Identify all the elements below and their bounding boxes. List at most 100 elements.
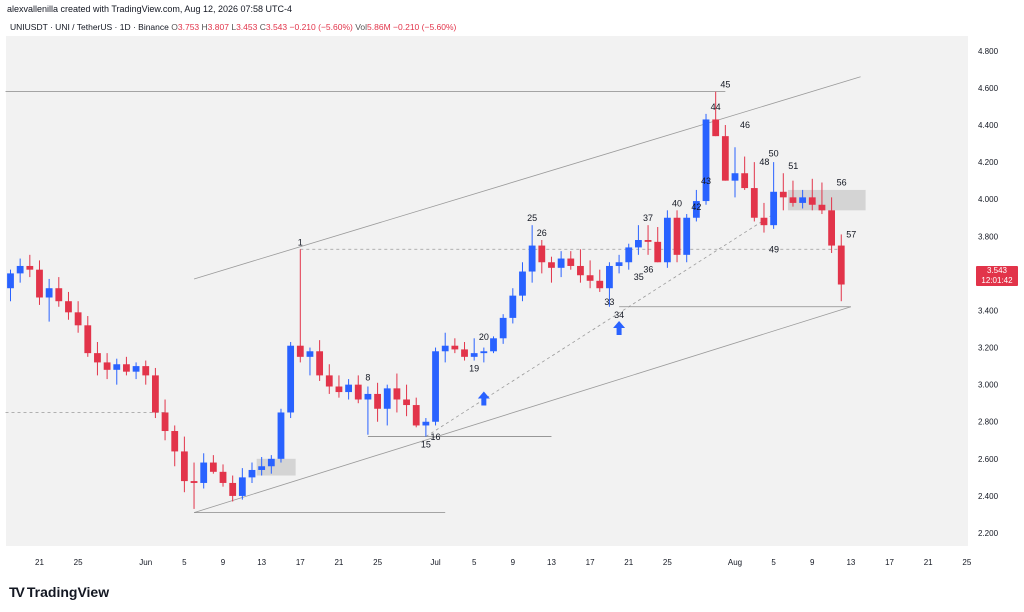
y-tick-label: 3.400 <box>978 306 999 315</box>
tradingview-brand[interactable]: TV TradingView <box>9 584 109 600</box>
candle-body <box>45 288 53 298</box>
candle-body <box>258 466 266 470</box>
candle-body <box>789 197 797 203</box>
candle-body <box>770 191 778 226</box>
candle-body <box>152 375 159 413</box>
open-label: O <box>171 22 178 32</box>
wave-label: 46 <box>740 120 750 130</box>
candle-body <box>538 245 546 263</box>
candle-body <box>750 188 758 218</box>
close-label: C <box>259 22 266 32</box>
candle-body <box>586 275 594 281</box>
plot-area <box>6 36 968 546</box>
candle-body <box>325 375 333 387</box>
wave-label: 44 <box>711 102 721 112</box>
candle-body <box>625 247 633 263</box>
candle-body <box>760 217 768 226</box>
y-tick-label: 2.200 <box>978 529 999 538</box>
volume-value: 5.86M <box>367 22 391 32</box>
high-label: H <box>201 22 208 32</box>
candle-body <box>779 191 787 198</box>
tradingview-logo-icon: TV <box>9 584 25 600</box>
candle-body <box>209 462 217 472</box>
x-tick-label: 5 <box>771 558 776 567</box>
symbol-name[interactable]: UNIUSDT · UNI / TetherUS · 1D · Binance <box>10 22 169 32</box>
wave-label: 45 <box>720 80 730 90</box>
wave-label: 16 <box>431 432 441 442</box>
wave-label: 19 <box>469 364 479 374</box>
x-tick-label: 17 <box>296 558 305 567</box>
x-tick-label: 9 <box>511 558 516 567</box>
candle-body <box>238 477 246 496</box>
wave-label: 50 <box>769 148 779 158</box>
y-tick-label: 3.200 <box>978 344 999 353</box>
wave-label: 43 <box>701 176 711 186</box>
candle-body <box>229 482 237 496</box>
candle-body <box>335 386 343 393</box>
candle-body <box>123 364 130 372</box>
symbol-info: UNIUSDT · UNI / TetherUS · 1D · Binance … <box>10 22 456 32</box>
candle-body <box>374 393 381 409</box>
candle-body <box>837 245 845 285</box>
wave-label: 25 <box>527 213 537 223</box>
candle-body <box>383 388 391 409</box>
wave-label: 20 <box>479 332 489 342</box>
x-tick-label: 21 <box>334 558 343 567</box>
wave-label: 35 <box>634 272 644 282</box>
candle-body <box>113 364 121 370</box>
candle-body <box>84 325 92 354</box>
channel-line <box>193 76 861 280</box>
last-price-value: 3.543 <box>986 266 1008 275</box>
wave-label: 26 <box>537 228 547 238</box>
wave-label: 15 <box>421 440 431 450</box>
x-tick-label: 21 <box>35 558 44 567</box>
volume-change: −0.210 (−5.60%) <box>393 22 457 32</box>
wave-label: 51 <box>788 161 798 171</box>
y-tick-label: 2.800 <box>978 418 999 427</box>
y-tick-label: 2.600 <box>978 455 999 464</box>
wave-label: 36 <box>643 265 653 275</box>
candle-body <box>548 262 555 268</box>
candle-body <box>499 317 507 339</box>
candle-body <box>490 338 497 352</box>
candle-body <box>692 201 700 218</box>
x-tick-label: Jul <box>430 558 440 567</box>
wave-label: 56 <box>837 178 847 188</box>
up-arrow-icon <box>477 391 490 406</box>
candle-body <box>190 481 198 483</box>
candle-body <box>721 136 729 181</box>
candle-body <box>635 240 642 248</box>
candle-body <box>403 399 410 406</box>
candle-body <box>480 351 488 354</box>
change-value: −0.210 (−5.60%) <box>289 22 353 32</box>
x-tick-label: 25 <box>74 558 83 567</box>
candle-body <box>26 265 34 270</box>
candle-body <box>171 431 179 452</box>
candle-body <box>36 269 43 298</box>
x-tick-label: 25 <box>373 558 382 567</box>
brand-name: TradingView <box>26 584 110 600</box>
candle-body <box>731 173 739 181</box>
open-value: 3.753 <box>177 22 200 32</box>
high-value: 3.807 <box>207 22 229 32</box>
candle-body <box>808 197 816 205</box>
candle-body <box>287 345 295 413</box>
candle-body <box>65 301 72 313</box>
volume-label: Vol <box>355 22 368 32</box>
candle-body <box>219 471 227 483</box>
close-value: 3.543 <box>265 22 288 32</box>
candle-body <box>142 366 150 376</box>
candle-body <box>7 273 14 289</box>
wave-label: 40 <box>672 198 682 208</box>
x-tick-label: 17 <box>586 558 595 567</box>
x-tick-label: 21 <box>624 558 633 567</box>
candle-body <box>519 271 526 296</box>
channel-line <box>193 306 852 513</box>
low-value: 3.453 <box>236 22 258 32</box>
candle-body <box>799 197 807 203</box>
candle-body <box>741 173 749 189</box>
candle-body <box>432 351 439 422</box>
x-tick-label: 21 <box>924 558 933 567</box>
candle-body <box>596 280 604 289</box>
